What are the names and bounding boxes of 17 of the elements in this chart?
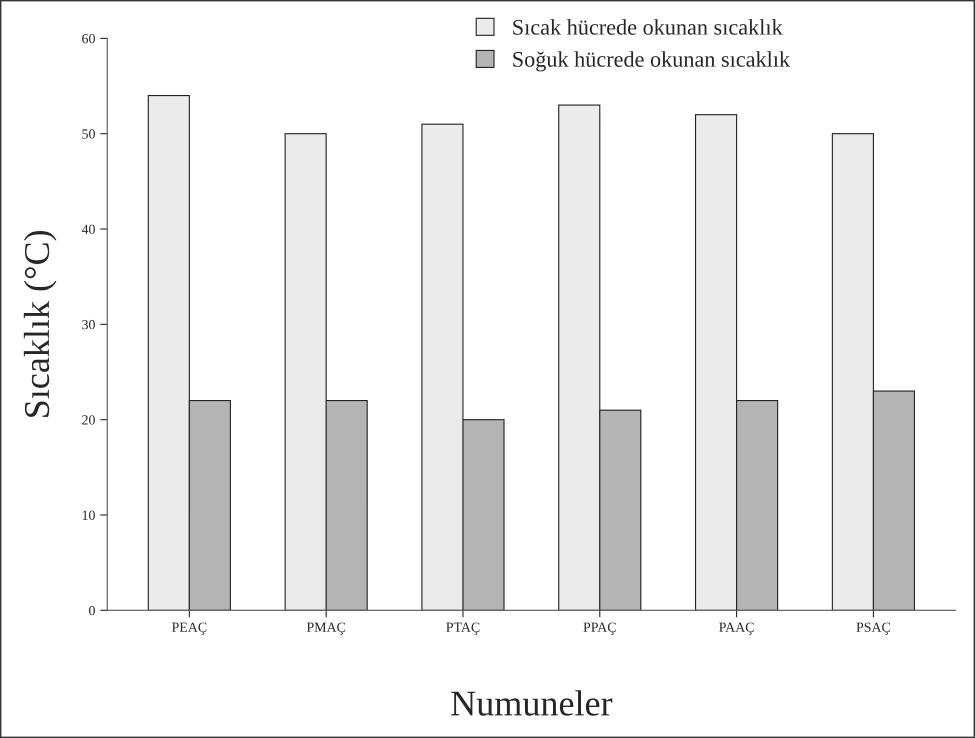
y-tick-label: 60 [82,34,95,44]
x-tick-label: PTAÇ [446,622,480,635]
legend-label: Soğuk hücrede okunan sıcaklık [513,51,790,72]
y-tick-label: 0 [89,606,95,616]
y-tick-label: 50 [82,129,95,139]
legend-label: Sıcak hücrede okunan sıcaklık [513,19,783,35]
x-tick-label: PSAÇ [856,622,890,635]
x-tick-label: PPAÇ [583,622,616,635]
x-axis-title: Numuneler [451,690,612,716]
x-tick-label: PEAÇ [172,622,206,635]
y-tick-label: 10 [82,510,95,520]
x-tick-label: PMAÇ [306,622,346,635]
y-axis-title: Sıcaklık (°C) [24,230,57,417]
y-tick-label: 20 [82,415,95,425]
y-tick-label: 40 [82,224,95,234]
x-tick-label: PAAÇ [719,622,754,635]
y-tick-label: 30 [82,320,95,330]
